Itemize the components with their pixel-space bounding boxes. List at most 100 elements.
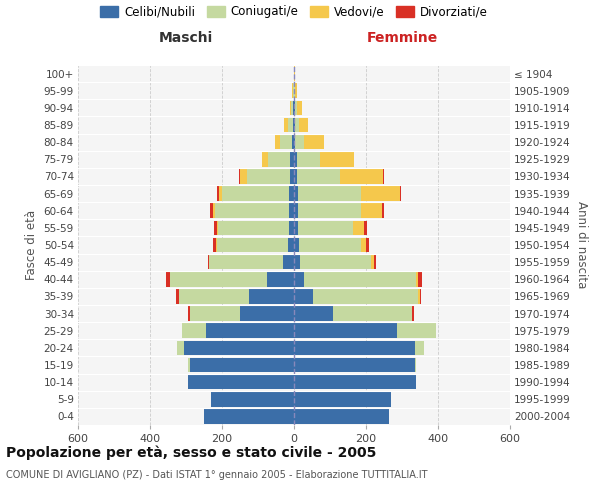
- Bar: [212, 238, 215, 252]
- Bar: [294, 289, 313, 304]
- Bar: [283, 255, 294, 270]
- Text: Maschi: Maschi: [159, 31, 213, 45]
- Bar: [304, 135, 324, 150]
- Legend: Celibi/Nubili, Coniugati/e, Vedovi/e, Divorziati/e: Celibi/Nubili, Coniugati/e, Vedovi/e, Di…: [95, 0, 493, 23]
- Bar: [268, 152, 290, 166]
- Bar: [297, 152, 320, 166]
- Bar: [294, 186, 298, 201]
- Bar: [292, 100, 293, 115]
- Bar: [208, 255, 209, 270]
- Bar: [294, 409, 389, 424]
- Bar: [287, 238, 294, 252]
- Bar: [295, 100, 296, 115]
- Bar: [340, 169, 383, 184]
- Bar: [239, 169, 240, 184]
- Bar: [240, 169, 247, 184]
- Bar: [361, 238, 367, 252]
- Bar: [247, 169, 290, 184]
- Bar: [295, 135, 304, 150]
- Bar: [320, 152, 355, 166]
- Bar: [294, 255, 301, 270]
- Bar: [412, 306, 414, 321]
- Bar: [415, 358, 416, 372]
- Bar: [267, 272, 294, 286]
- Bar: [240, 306, 294, 321]
- Bar: [215, 238, 217, 252]
- Bar: [383, 169, 384, 184]
- Bar: [290, 169, 294, 184]
- Bar: [418, 272, 422, 286]
- Bar: [298, 220, 353, 235]
- Bar: [295, 84, 297, 98]
- Bar: [249, 289, 294, 304]
- Bar: [188, 306, 190, 321]
- Bar: [217, 238, 287, 252]
- Bar: [204, 409, 294, 424]
- Bar: [294, 100, 295, 115]
- Bar: [371, 255, 374, 270]
- Bar: [416, 272, 418, 286]
- Bar: [294, 135, 295, 150]
- Bar: [190, 306, 240, 321]
- Bar: [190, 358, 294, 372]
- Bar: [400, 186, 401, 201]
- Bar: [188, 375, 294, 390]
- Bar: [293, 118, 294, 132]
- Bar: [353, 220, 364, 235]
- Bar: [418, 289, 419, 304]
- Bar: [213, 204, 215, 218]
- Bar: [294, 324, 397, 338]
- Bar: [176, 289, 179, 304]
- Bar: [177, 340, 184, 355]
- Bar: [211, 392, 294, 406]
- Bar: [170, 272, 267, 286]
- Bar: [299, 238, 361, 252]
- Bar: [304, 272, 416, 286]
- Bar: [287, 118, 293, 132]
- Bar: [289, 220, 294, 235]
- Bar: [294, 204, 298, 218]
- Bar: [415, 340, 424, 355]
- Bar: [280, 135, 292, 150]
- Bar: [188, 358, 190, 372]
- Bar: [166, 272, 170, 286]
- Bar: [294, 375, 416, 390]
- Bar: [209, 255, 283, 270]
- Bar: [215, 204, 289, 218]
- Bar: [361, 204, 382, 218]
- Bar: [289, 186, 294, 201]
- Bar: [294, 152, 297, 166]
- Bar: [294, 340, 415, 355]
- Bar: [299, 118, 308, 132]
- Text: Popolazione per età, sesso e stato civile - 2005: Popolazione per età, sesso e stato civil…: [6, 445, 376, 460]
- Bar: [298, 186, 361, 201]
- Bar: [294, 220, 298, 235]
- Bar: [397, 324, 436, 338]
- Bar: [294, 392, 391, 406]
- Bar: [219, 186, 222, 201]
- Bar: [367, 238, 369, 252]
- Bar: [293, 100, 294, 115]
- Bar: [333, 306, 412, 321]
- Bar: [262, 152, 268, 166]
- Bar: [382, 204, 384, 218]
- Bar: [294, 306, 333, 321]
- Bar: [290, 152, 294, 166]
- Bar: [298, 204, 361, 218]
- Bar: [289, 204, 294, 218]
- Bar: [284, 118, 287, 132]
- Bar: [218, 220, 289, 235]
- Bar: [361, 186, 400, 201]
- Bar: [206, 324, 294, 338]
- Text: COMUNE DI AVIGLIANO (PZ) - Dati ISTAT 1° gennaio 2005 - Elaborazione TUTTITALIA.: COMUNE DI AVIGLIANO (PZ) - Dati ISTAT 1°…: [6, 470, 427, 480]
- Bar: [297, 169, 340, 184]
- Text: Femmine: Femmine: [367, 31, 437, 45]
- Bar: [301, 255, 371, 270]
- Bar: [294, 272, 304, 286]
- Bar: [374, 255, 376, 270]
- Bar: [184, 340, 294, 355]
- Bar: [294, 238, 299, 252]
- Bar: [275, 135, 280, 150]
- Y-axis label: Fasce di età: Fasce di età: [25, 210, 38, 280]
- Bar: [222, 186, 289, 201]
